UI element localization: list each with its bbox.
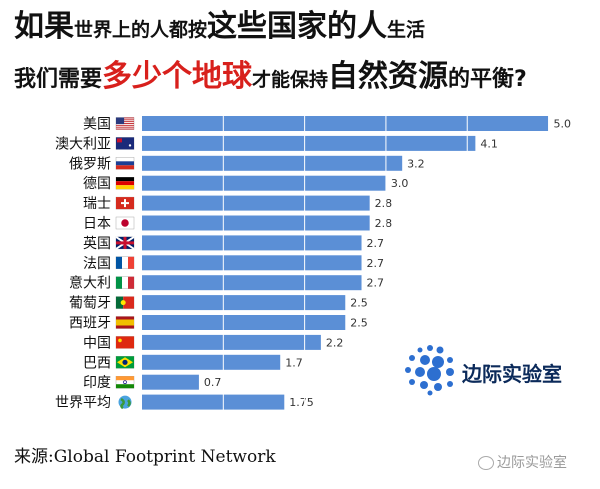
brazil-flag-icon [115,356,135,369]
title-line-2-segment-3: 自然资源 [328,59,449,94]
value-label: 3.0 [391,177,409,190]
category-label: 巴西 [83,355,111,371]
india-flag-icon [115,376,135,389]
bar [142,315,346,330]
title-line-2: 我们需要多少个地球才能保持自然资源的平衡? [14,62,594,92]
bar [142,195,370,211]
title-line-2-segment-0: 我们需要 [14,67,103,92]
value-label: 4.1 [480,137,498,150]
bar [142,215,370,231]
bar [142,116,549,131]
value-label: 2.5 [350,297,368,310]
logo-dots-icon [405,345,454,396]
bar [142,255,362,271]
category-label: 美国 [83,117,111,133]
uk-flag-icon [115,236,135,250]
watermark: 边际实验室 [478,452,567,472]
bar [142,155,403,171]
title-line-1-segment-0: 如果 [14,9,74,44]
switzerland-flag-icon [115,196,135,210]
russia-flag-icon [115,157,135,170]
australia-flag-icon [115,137,135,150]
france-flag-icon [115,256,135,269]
bar [142,135,476,151]
value-label: 3.2 [407,157,425,170]
category-label: 葡萄牙 [69,296,111,312]
category-label: 中国 [83,335,111,351]
china-flag-icon [115,336,135,349]
category-label: 意大利 [69,275,111,292]
globe-icon [118,395,132,410]
logo-text: 边际实验室 [462,362,562,386]
japan-flag-icon [115,216,135,230]
category-label: 德国 [83,176,111,192]
value-label: 2.8 [375,197,393,210]
value-label: 2.8 [375,217,393,230]
category-label: 澳大利亚 [55,136,111,152]
value-label: 2.2 [326,336,344,349]
us-flag-icon [115,117,135,130]
source-note: 来源:Global Footprint Network [14,447,276,467]
germany-flag-icon [115,176,135,190]
title-line-1-segment-1: 世界上的人都按 [74,19,208,41]
category-label: 世界平均 [55,395,111,411]
bar [142,295,346,311]
category-label: 英国 [83,235,111,252]
title-line-1-segment-2: 这些国家的人 [207,9,388,44]
value-label: 1.7 [285,356,303,369]
value-label: 2.7 [367,277,385,290]
title-line-2-segment-4: 的平衡? [448,67,527,92]
bar [142,394,285,410]
category-label: 法国 [83,256,111,272]
bar [142,275,362,291]
wechat-icon [478,456,494,470]
value-label: 2.7 [367,237,385,250]
bar [142,354,281,370]
spain-flag-icon [115,316,135,329]
bar [142,175,386,191]
gridlines [222,115,550,415]
value-label: 0.7 [204,376,222,389]
category-label: 瑞士 [83,196,111,212]
category-label: 俄罗斯 [69,156,111,172]
title-line-1: 如果世界上的人都按这些国家的人生活 [14,12,594,42]
bar [142,374,199,390]
category-label: 日本 [83,216,111,232]
category-label: 印度 [83,375,111,391]
value-label: 2.7 [367,257,385,270]
bar [142,334,321,350]
watermark-text: 边际实验室 [497,455,567,471]
title-line-2-segment-1: 多少个地球 [102,59,253,94]
category-label: 西班牙 [69,316,111,332]
bar [142,235,362,251]
title-line-1-segment-3: 生活 [387,19,426,41]
value-label: 2.5 [350,317,368,330]
portugal-flag-icon [115,296,135,309]
value-label: 5.0 [554,118,572,131]
logo: 边际实验室 [400,340,590,396]
italy-flag-icon [115,276,135,289]
value-label: 1.75 [289,396,314,409]
title-line-2-segment-2: 才能保持 [252,69,329,91]
